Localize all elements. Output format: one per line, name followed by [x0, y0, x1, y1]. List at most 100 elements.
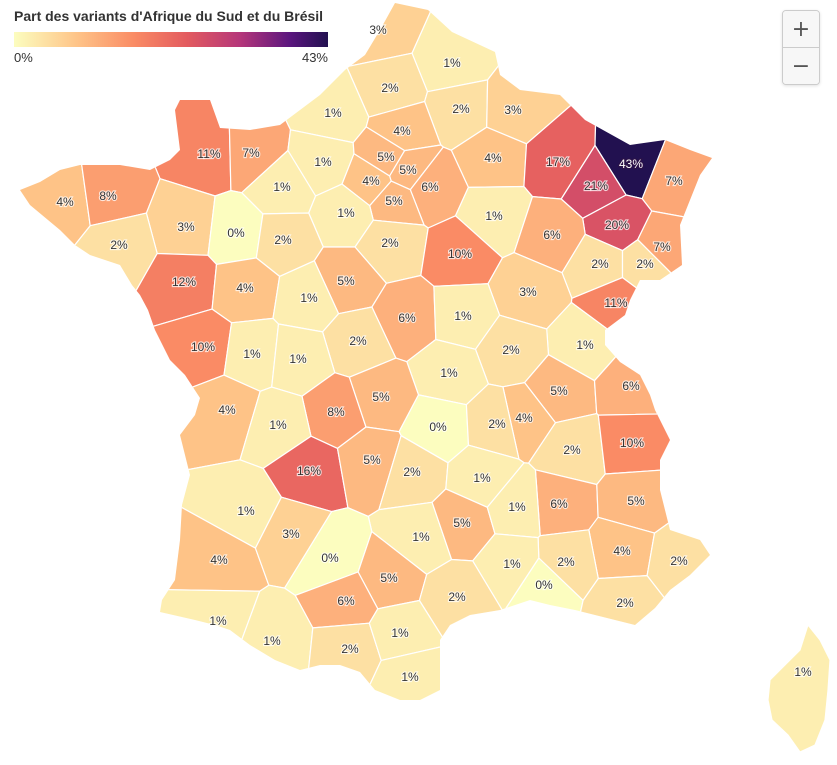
department-value-label: 8%: [99, 189, 117, 203]
color-legend: Part des variants d'Afrique du Sud et du…: [14, 8, 328, 65]
department-value-label: 2%: [403, 465, 421, 479]
department-value-label: 5%: [372, 390, 390, 404]
zoom-out-button[interactable]: −: [783, 47, 819, 84]
department-value-label: 1%: [324, 106, 342, 120]
department-value-label: 1%: [503, 557, 521, 571]
department-value-label: 6%: [398, 311, 416, 325]
department-value-label: 7%: [665, 174, 683, 188]
department-value-label: 1%: [412, 530, 430, 544]
department-value-label: 5%: [337, 274, 355, 288]
department-value-label: 6%: [421, 180, 439, 194]
legend-title: Part des variants d'Afrique du Sud et du…: [14, 8, 324, 24]
department-value-label: 1%: [401, 670, 419, 684]
department-value-label: 1%: [454, 309, 472, 323]
department-value-label: 1%: [337, 206, 355, 220]
department-value-label: 5%: [363, 453, 381, 467]
department-value-label: 5%: [627, 494, 645, 508]
department-value-label: 10%: [448, 247, 472, 261]
department-value-label: 6%: [337, 594, 355, 608]
department-value-label: 1%: [289, 352, 307, 366]
department-value-label: 2%: [349, 334, 367, 348]
department-value-label: 2%: [591, 257, 609, 271]
legend-min-label: 0%: [14, 50, 33, 65]
department-region[interactable]: [646, 459, 760, 721]
zoom-controls: + −: [782, 10, 820, 85]
department-value-label: 0%: [535, 578, 553, 592]
department-value-label: 4%: [362, 174, 380, 188]
department-region[interactable]: [593, 331, 761, 416]
department-value-label: 1%: [314, 155, 332, 169]
department-value-label: 4%: [210, 553, 228, 567]
department-value-label: 2%: [636, 257, 654, 271]
legend-max-label: 43%: [301, 50, 328, 65]
department-region[interactable]: [596, 463, 751, 534]
department-value-label: 5%: [453, 516, 471, 530]
department-value-label: 21%: [584, 179, 608, 193]
department-value-label: 2%: [341, 642, 359, 656]
department-value-label: 1%: [473, 471, 491, 485]
department-value-label: 0%: [429, 420, 447, 434]
department-value-label: 11%: [197, 147, 220, 161]
department-value-label: 1%: [576, 338, 594, 352]
department-value-label: 2%: [563, 443, 581, 457]
department-value-label: 3%: [504, 103, 522, 117]
department-value-label: 12%: [172, 275, 196, 289]
department-value-label: 16%: [297, 464, 321, 478]
department-value-label: 5%: [385, 194, 403, 208]
department-value-label: 17%: [546, 155, 570, 169]
department-value-label: 4%: [613, 544, 631, 558]
department-value-label: 20%: [605, 218, 629, 232]
department-value-label: 5%: [377, 150, 395, 164]
department-value-label: 10%: [620, 436, 644, 450]
department-value-label: 4%: [56, 195, 74, 209]
department-value-label: 4%: [393, 124, 411, 138]
department-region[interactable]: [320, 644, 587, 765]
department-value-label: 1%: [263, 634, 281, 648]
department-value-label: 11%: [604, 296, 627, 310]
department-value-label: 1%: [300, 291, 318, 305]
department-value-label: 7%: [242, 146, 260, 160]
department-value-label: 10%: [191, 340, 215, 354]
department-value-label: 1%: [443, 56, 461, 70]
department-value-label: 1%: [273, 180, 291, 194]
legend-gradient-bar: [14, 32, 328, 47]
department-value-label: 5%: [380, 571, 398, 585]
department-value-label: 1%: [243, 347, 261, 361]
department-region[interactable]: [411, 0, 566, 93]
department-value-label: 2%: [274, 233, 292, 247]
department-value-label: 3%: [369, 23, 387, 37]
department-value-label: 4%: [515, 411, 533, 425]
department-value-label: 6%: [550, 497, 568, 511]
department-value-label: 2%: [381, 81, 399, 95]
department-value-label: 2%: [452, 102, 470, 116]
department-value-label: 3%: [282, 527, 300, 541]
department-value-label: 1%: [794, 665, 812, 679]
department-value-label: 4%: [218, 403, 236, 417]
department-value-label: 5%: [399, 163, 417, 177]
zoom-in-button[interactable]: +: [783, 11, 819, 47]
department-value-label: 0%: [227, 226, 245, 240]
department-value-label: 1%: [209, 614, 227, 628]
department-value-label: 2%: [616, 596, 634, 610]
department-value-label: 8%: [327, 405, 345, 419]
department-value-label: 2%: [448, 590, 466, 604]
department-region[interactable]: [641, 0, 760, 232]
department-value-label: 3%: [177, 220, 195, 234]
department-value-label: 1%: [391, 626, 409, 640]
department-value-label: 3%: [519, 285, 537, 299]
department-value-label: 6%: [622, 379, 640, 393]
corsica-shape[interactable]: [767, 623, 831, 753]
department-value-label: 1%: [237, 504, 255, 518]
department-value-label: 6%: [543, 228, 561, 242]
department-value-label: 4%: [236, 281, 254, 295]
department-value-label: 2%: [557, 555, 575, 569]
department-region[interactable]: [0, 212, 158, 446]
department-value-label: 1%: [508, 500, 526, 514]
department-value-label: 1%: [485, 209, 503, 223]
department-value-label: 43%: [619, 157, 643, 171]
department-value-label: 4%: [484, 151, 502, 165]
department-value-label: 1%: [440, 366, 458, 380]
department-value-label: 2%: [381, 236, 399, 250]
department-value-label: 2%: [110, 238, 128, 252]
